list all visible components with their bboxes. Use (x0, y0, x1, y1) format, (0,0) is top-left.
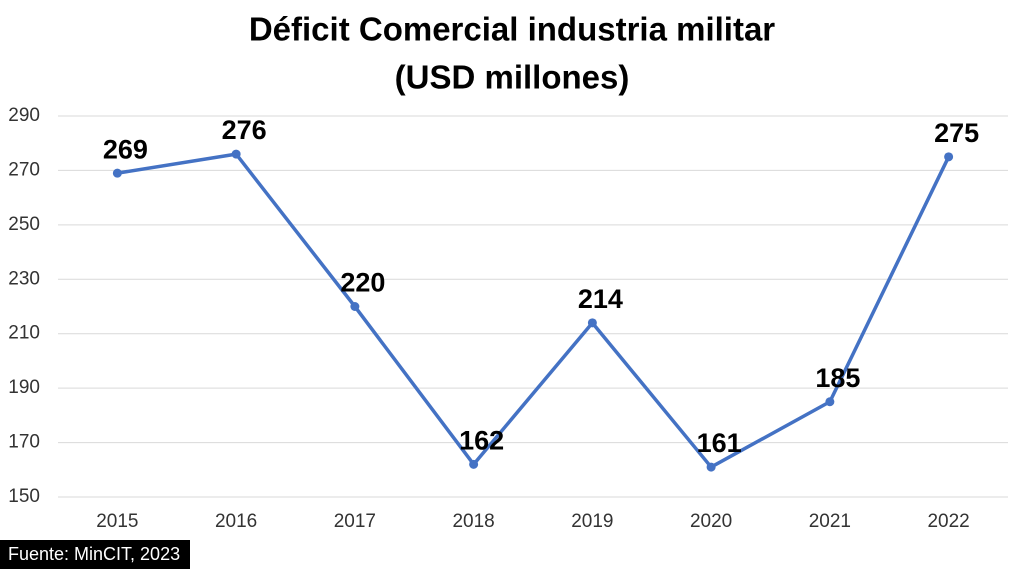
x-tick-label: 2015 (96, 511, 138, 532)
data-line (117, 152, 951, 469)
data-point (587, 318, 597, 328)
data-label: 276 (222, 115, 267, 145)
source-box (0, 540, 190, 569)
data-point (231, 149, 241, 159)
x-tick-label: 2017 (334, 511, 376, 532)
y-tick-label: 270 (8, 159, 40, 180)
data-point (469, 459, 479, 469)
x-tick-label: 2021 (809, 511, 851, 532)
source: Fuente: MinCIT, 2023 (8, 544, 180, 564)
x-tick-label: 2016 (215, 511, 257, 532)
data-point (706, 462, 716, 472)
data-label: 214 (578, 284, 623, 314)
data-point (944, 152, 954, 162)
y-tick-label: 190 (8, 377, 40, 398)
x-tick-label: 2022 (927, 511, 969, 532)
y-tick-label: 170 (8, 432, 40, 453)
data-label: 220 (340, 268, 385, 298)
y-tick-label: 210 (8, 323, 40, 344)
data-label: 161 (697, 428, 742, 458)
y-tick-label: 230 (8, 268, 40, 289)
x-tick-label: 2020 (690, 511, 732, 532)
data-point (825, 397, 835, 407)
y-tick-label: 250 (8, 214, 40, 235)
chart-title: Déficit Comercial industria militar (249, 11, 775, 48)
chart-subtitle: (USD millones) (395, 59, 630, 96)
data-point (350, 302, 360, 311)
data-point (112, 168, 122, 178)
data-label: 275 (934, 118, 979, 148)
y-tick-label: 290 (8, 105, 40, 126)
data-label: 162 (459, 425, 504, 455)
data-label: 185 (815, 363, 860, 393)
data-label: 269 (103, 134, 148, 164)
x-tick-label: 2019 (571, 511, 613, 532)
y-tick-label: 150 (8, 486, 40, 507)
x-tick-label: 2018 (452, 511, 494, 532)
